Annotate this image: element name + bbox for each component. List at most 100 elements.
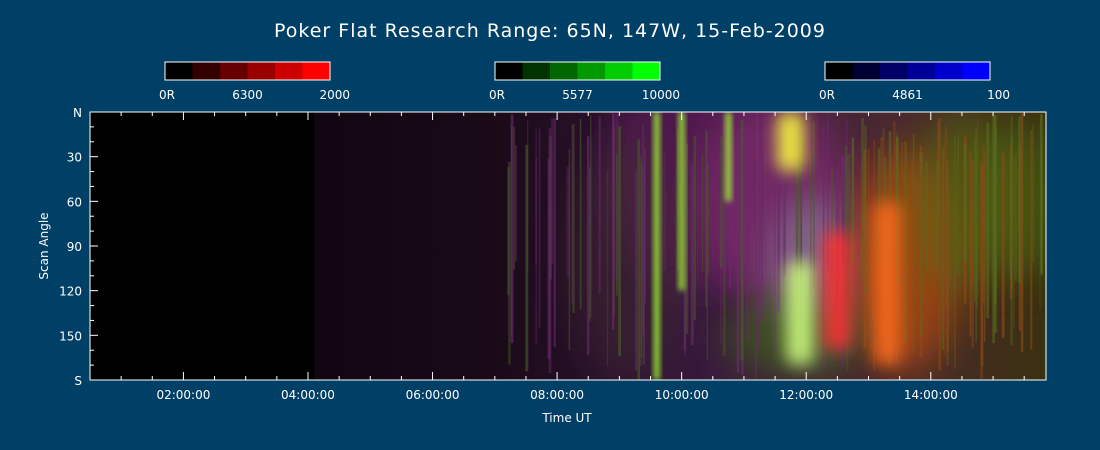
aurora-streak bbox=[1020, 113, 1024, 352]
colorbar-swatch bbox=[825, 62, 853, 80]
colorbar-swatch bbox=[247, 62, 276, 80]
aurora-streak bbox=[983, 151, 986, 343]
aurora-streak bbox=[1030, 130, 1033, 350]
aurora-streak bbox=[973, 138, 976, 302]
aurora-streak bbox=[777, 144, 781, 313]
colorbar-swatch bbox=[852, 62, 881, 80]
aurora-streak bbox=[508, 161, 511, 365]
aurora-streak bbox=[598, 116, 601, 294]
y-tick-label: 90 bbox=[67, 240, 82, 254]
y-tick-label: 60 bbox=[67, 195, 82, 209]
x-tick-label: 06:00:00 bbox=[406, 388, 460, 402]
aurora-streak bbox=[640, 163, 643, 358]
x-tick-label: 04:00:00 bbox=[281, 388, 335, 402]
y-tick-label: 120 bbox=[59, 285, 82, 299]
y-axis: N 30 60 90 120 150 S bbox=[59, 106, 98, 388]
aurora-streak bbox=[844, 145, 848, 314]
aurora-streak bbox=[693, 136, 696, 321]
x-tick-label: 02:00:00 bbox=[156, 388, 210, 402]
aurora-streak bbox=[994, 126, 997, 333]
aurora-streak bbox=[986, 122, 989, 319]
aurora-feature bbox=[785, 260, 814, 366]
aurora-streak bbox=[754, 161, 757, 378]
aurora-streak bbox=[863, 149, 867, 348]
aurora-streak bbox=[553, 118, 556, 348]
colorbar-min-label: 0R bbox=[819, 88, 835, 102]
colorbar-swatch bbox=[550, 62, 578, 80]
aurora-streak bbox=[838, 154, 840, 280]
aurora-streak bbox=[1039, 116, 1041, 311]
aurora-streak bbox=[740, 119, 744, 361]
colorbar-swatch bbox=[495, 62, 523, 80]
aurora-streak bbox=[615, 113, 619, 280]
aurora-streak bbox=[982, 145, 985, 303]
colorbar-max-label: 2000 bbox=[319, 88, 350, 102]
colorbar-swatch bbox=[522, 62, 551, 80]
aurora-streak bbox=[746, 121, 749, 340]
aurora-streak bbox=[901, 161, 904, 309]
colorbar-legend: 0R 6300 2000 0R 5577 10000 0R 4861 100 bbox=[159, 61, 1010, 102]
colorbar-swatch bbox=[907, 62, 936, 80]
aurora-streak bbox=[525, 144, 529, 372]
colorbar-5577: 0R 5577 10000 bbox=[489, 61, 680, 102]
aurora-feature bbox=[725, 112, 732, 202]
aurora-streak bbox=[944, 139, 946, 356]
y-tick-label: 150 bbox=[59, 329, 82, 343]
aurora-streak bbox=[831, 168, 833, 284]
aurora-feature bbox=[678, 112, 685, 291]
aurora-streak bbox=[1001, 153, 1005, 338]
keogram-heatmap bbox=[314, 112, 1046, 380]
aurora-streak bbox=[1009, 145, 1012, 299]
colorbar-mid-label: 6300 bbox=[232, 88, 263, 102]
aurora-streak bbox=[510, 114, 514, 344]
aurora-streak bbox=[764, 125, 767, 268]
colorbar-frame bbox=[824, 61, 991, 81]
aurora-streak bbox=[969, 149, 972, 337]
aurora-streak bbox=[980, 163, 983, 380]
aurora-streak bbox=[571, 125, 573, 304]
aurora-streak bbox=[515, 145, 518, 262]
aurora-streak bbox=[1013, 155, 1015, 327]
aurora-streak bbox=[864, 125, 867, 294]
x-tick-label: 08:00:00 bbox=[530, 388, 584, 402]
x-tick-label: 10:00:00 bbox=[655, 388, 709, 402]
aurora-streak bbox=[944, 126, 948, 306]
colorbar-frame bbox=[494, 61, 661, 81]
aurora-streak bbox=[684, 135, 686, 356]
aurora-streak bbox=[615, 155, 619, 296]
aurora-streak bbox=[942, 147, 944, 351]
aurora-streak bbox=[992, 115, 995, 344]
aurora-streak bbox=[975, 150, 978, 308]
aurora-streak bbox=[971, 159, 974, 348]
aurora-streak bbox=[799, 135, 801, 320]
x-axis: 02:00:00 04:00:00 06:00:00 08:00:00 10:00:00… bbox=[120, 112, 1025, 402]
aurora-streak bbox=[535, 129, 537, 265]
aurora-streak bbox=[773, 145, 776, 353]
colorbar-frame bbox=[164, 61, 331, 81]
aurora-streak bbox=[538, 128, 541, 328]
aurora-streak bbox=[707, 165, 709, 275]
aurora-streak bbox=[566, 166, 570, 277]
aurora-streak bbox=[1009, 153, 1012, 279]
aurora-streak bbox=[590, 115, 592, 318]
x-tick-label: 14:00:00 bbox=[904, 388, 958, 402]
aurora-streak bbox=[643, 148, 646, 303]
aurora-streak bbox=[904, 141, 908, 343]
aurora-streak bbox=[736, 129, 740, 373]
aurora-streak bbox=[551, 117, 554, 265]
aurora-streak bbox=[925, 162, 928, 272]
aurora-streak bbox=[635, 169, 638, 371]
aurora-streak bbox=[640, 155, 642, 366]
aurora-streak bbox=[535, 157, 538, 345]
aurora-streak bbox=[696, 132, 699, 285]
aurora-streak bbox=[705, 130, 708, 308]
colorbar-6300: 0R 6300 2000 bbox=[159, 61, 350, 102]
aurora-streak bbox=[783, 149, 786, 277]
aurora-streak bbox=[1018, 116, 1022, 283]
colorbar-swatch bbox=[935, 62, 963, 80]
aurora-streak bbox=[981, 165, 984, 367]
aurora-streak bbox=[975, 128, 978, 343]
plot-area bbox=[89, 111, 1047, 381]
aurora-streak bbox=[722, 166, 726, 356]
